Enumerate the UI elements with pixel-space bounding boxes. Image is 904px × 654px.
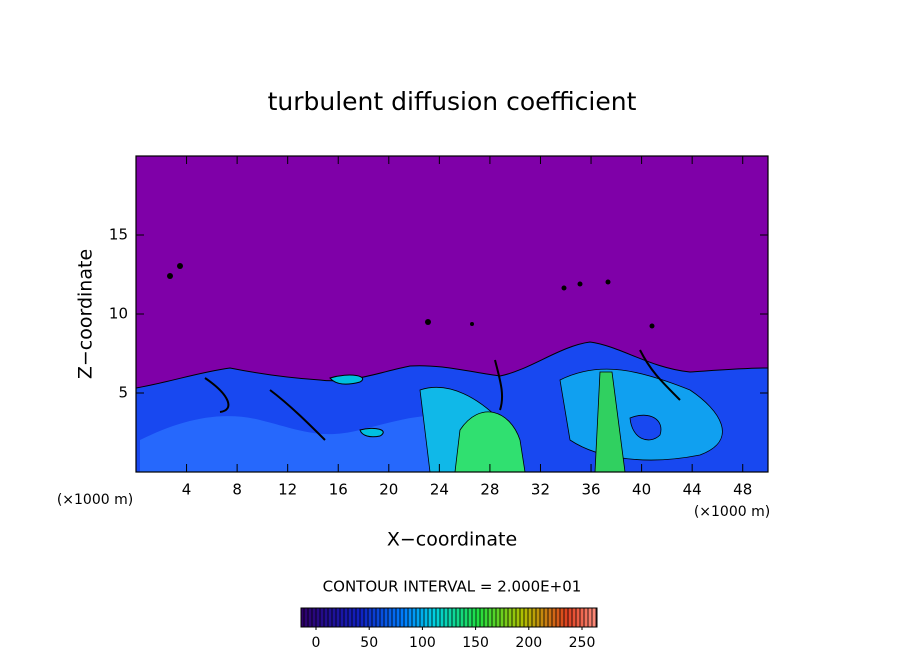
colorbar-tick-label: 0 bbox=[312, 635, 321, 651]
x-unit-label: (×1000 m) bbox=[57, 492, 133, 508]
colorbar-tick-label: 200 bbox=[515, 635, 542, 651]
y-tick-label: 15 bbox=[109, 226, 128, 244]
x-tick-label: 24 bbox=[430, 481, 449, 499]
colorbar-tick-label: 150 bbox=[462, 635, 489, 651]
x-tick-label: 4 bbox=[182, 481, 192, 499]
x-tick-label: 44 bbox=[683, 481, 702, 499]
contour-interval-label: CONTOUR INTERVAL = 2.000E+01 bbox=[323, 578, 582, 596]
x-tick-label: 28 bbox=[480, 481, 499, 499]
x-tick-label: 36 bbox=[581, 481, 600, 499]
colorbar: 0 50 100 150 200 250 bbox=[300, 607, 598, 651]
colorbar-tick-label: 100 bbox=[409, 635, 436, 651]
x-tick-label: 32 bbox=[531, 481, 550, 499]
chart-title: turbulent diffusion coefficient bbox=[268, 87, 637, 116]
colorbar-tick-label: 50 bbox=[360, 635, 378, 651]
x-tick-label: 20 bbox=[379, 481, 398, 499]
x-tick-label: 12 bbox=[278, 481, 297, 499]
x-unit-label: (×1000 m) bbox=[694, 504, 770, 520]
y-tick-label: 5 bbox=[118, 384, 128, 402]
y-axis-label: Z−coordinate bbox=[75, 249, 97, 379]
x-tick-label: 48 bbox=[733, 481, 752, 499]
x-tick-label: 40 bbox=[632, 481, 651, 499]
x-tick-label: 16 bbox=[329, 481, 348, 499]
y-tick-label: 10 bbox=[109, 305, 128, 323]
colorbar-fill bbox=[300, 607, 598, 628]
x-tick-label: 8 bbox=[232, 481, 242, 499]
x-axis-label: X−coordinate bbox=[387, 529, 517, 551]
colorbar-tick-label: 250 bbox=[569, 635, 596, 651]
contour-field bbox=[136, 156, 768, 472]
